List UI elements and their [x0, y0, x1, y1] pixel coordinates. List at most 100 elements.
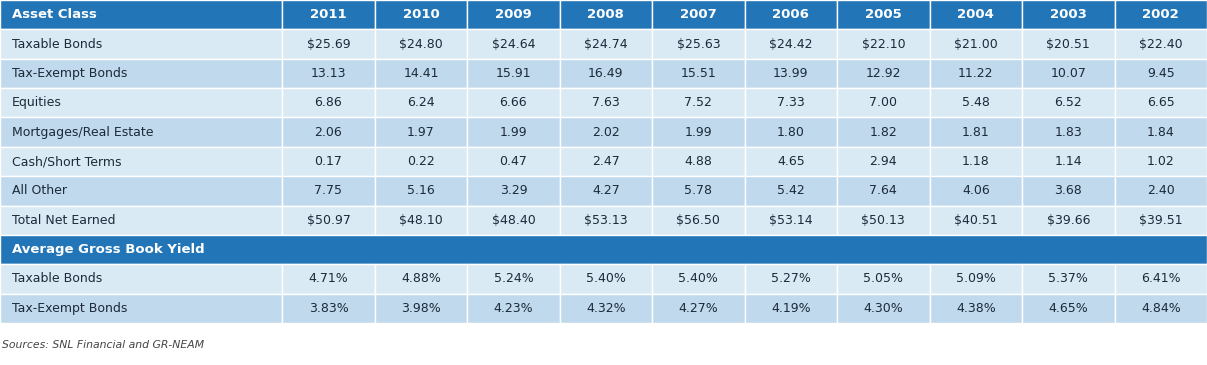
Bar: [0, 0, 282, 29]
Text: 10.07: 10.07: [1050, 67, 1086, 80]
Bar: [374, 147, 467, 176]
Bar: [929, 59, 1022, 88]
Bar: [1022, 88, 1114, 118]
Text: 4.23%: 4.23%: [494, 302, 533, 315]
Text: 2007: 2007: [680, 8, 717, 21]
Text: 1.97: 1.97: [407, 126, 435, 139]
Bar: [560, 147, 652, 176]
Bar: [652, 29, 745, 59]
Bar: [282, 205, 374, 235]
Text: 4.65: 4.65: [777, 155, 805, 168]
Text: 6.52: 6.52: [1055, 96, 1083, 109]
Text: 2003: 2003: [1050, 8, 1086, 21]
Text: Taxable Bonds: Taxable Bonds: [12, 38, 103, 50]
Text: Asset Class: Asset Class: [12, 8, 97, 21]
Bar: [374, 29, 467, 59]
Text: 4.27: 4.27: [591, 184, 619, 197]
Text: $39.66: $39.66: [1046, 214, 1090, 227]
Text: 5.16: 5.16: [407, 184, 435, 197]
Bar: [929, 88, 1022, 118]
Text: 5.05%: 5.05%: [863, 273, 903, 285]
Text: 1.81: 1.81: [962, 126, 990, 139]
Bar: [0, 88, 282, 118]
Bar: [560, 205, 652, 235]
Bar: [838, 176, 929, 205]
Text: Cash/Short Terms: Cash/Short Terms: [12, 155, 122, 168]
Text: 3.29: 3.29: [500, 184, 527, 197]
Bar: [0, 29, 282, 59]
Bar: [1022, 264, 1114, 294]
Bar: [0, 205, 282, 235]
Bar: [1022, 118, 1114, 147]
Bar: [374, 264, 467, 294]
Text: 7.33: 7.33: [777, 96, 805, 109]
Bar: [560, 29, 652, 59]
Bar: [467, 264, 560, 294]
Text: 1.99: 1.99: [500, 126, 527, 139]
Text: 6.66: 6.66: [500, 96, 527, 109]
Text: 16.49: 16.49: [588, 67, 624, 80]
Text: $39.51: $39.51: [1139, 214, 1183, 227]
Bar: [560, 0, 652, 29]
Text: 15.91: 15.91: [496, 67, 531, 80]
Bar: [1114, 176, 1207, 205]
Text: 4.30%: 4.30%: [863, 302, 903, 315]
Text: $48.10: $48.10: [400, 214, 443, 227]
Text: 13.13: 13.13: [310, 67, 346, 80]
Bar: [838, 59, 929, 88]
Text: $24.80: $24.80: [400, 38, 443, 50]
Bar: [0, 264, 282, 294]
Text: 1.18: 1.18: [962, 155, 990, 168]
Text: 2.47: 2.47: [591, 155, 619, 168]
Text: 2.94: 2.94: [869, 155, 897, 168]
Text: $24.74: $24.74: [584, 38, 628, 50]
Text: 7.75: 7.75: [315, 184, 343, 197]
Bar: [0, 59, 282, 88]
Bar: [745, 176, 838, 205]
Bar: [0, 176, 282, 205]
Text: $21.00: $21.00: [954, 38, 998, 50]
Text: 5.78: 5.78: [684, 184, 712, 197]
Bar: [652, 205, 745, 235]
Bar: [745, 205, 838, 235]
Bar: [467, 294, 560, 323]
Text: $48.40: $48.40: [491, 214, 535, 227]
Text: 5.27%: 5.27%: [771, 273, 811, 285]
Text: 5.37%: 5.37%: [1049, 273, 1089, 285]
Bar: [1114, 88, 1207, 118]
Bar: [467, 205, 560, 235]
Text: Sources: SNL Financial and GR-NEAM: Sources: SNL Financial and GR-NEAM: [2, 340, 204, 350]
Bar: [929, 176, 1022, 205]
Text: $40.51: $40.51: [954, 214, 998, 227]
Bar: [1022, 59, 1114, 88]
Bar: [745, 118, 838, 147]
Text: 0.47: 0.47: [500, 155, 527, 168]
Text: 6.41%: 6.41%: [1141, 273, 1180, 285]
Bar: [745, 147, 838, 176]
Text: $56.50: $56.50: [676, 214, 721, 227]
Bar: [1114, 147, 1207, 176]
Bar: [838, 88, 929, 118]
Text: 0.17: 0.17: [315, 155, 343, 168]
Bar: [652, 264, 745, 294]
Text: $50.13: $50.13: [862, 214, 905, 227]
Text: Total Net Earned: Total Net Earned: [12, 214, 116, 227]
Bar: [1114, 264, 1207, 294]
Text: 7.00: 7.00: [869, 96, 897, 109]
Text: $20.51: $20.51: [1046, 38, 1090, 50]
Text: 4.84%: 4.84%: [1141, 302, 1180, 315]
Text: 0.22: 0.22: [407, 155, 435, 168]
Bar: [838, 118, 929, 147]
Text: 5.24%: 5.24%: [494, 273, 533, 285]
Bar: [0, 235, 1207, 264]
Bar: [374, 59, 467, 88]
Bar: [282, 0, 374, 29]
Bar: [560, 118, 652, 147]
Bar: [1022, 29, 1114, 59]
Text: Tax-Exempt Bonds: Tax-Exempt Bonds: [12, 67, 128, 80]
Text: All Other: All Other: [12, 184, 68, 197]
Text: 12.92: 12.92: [865, 67, 902, 80]
Bar: [1114, 294, 1207, 323]
Text: $50.97: $50.97: [307, 214, 350, 227]
Bar: [1114, 59, 1207, 88]
